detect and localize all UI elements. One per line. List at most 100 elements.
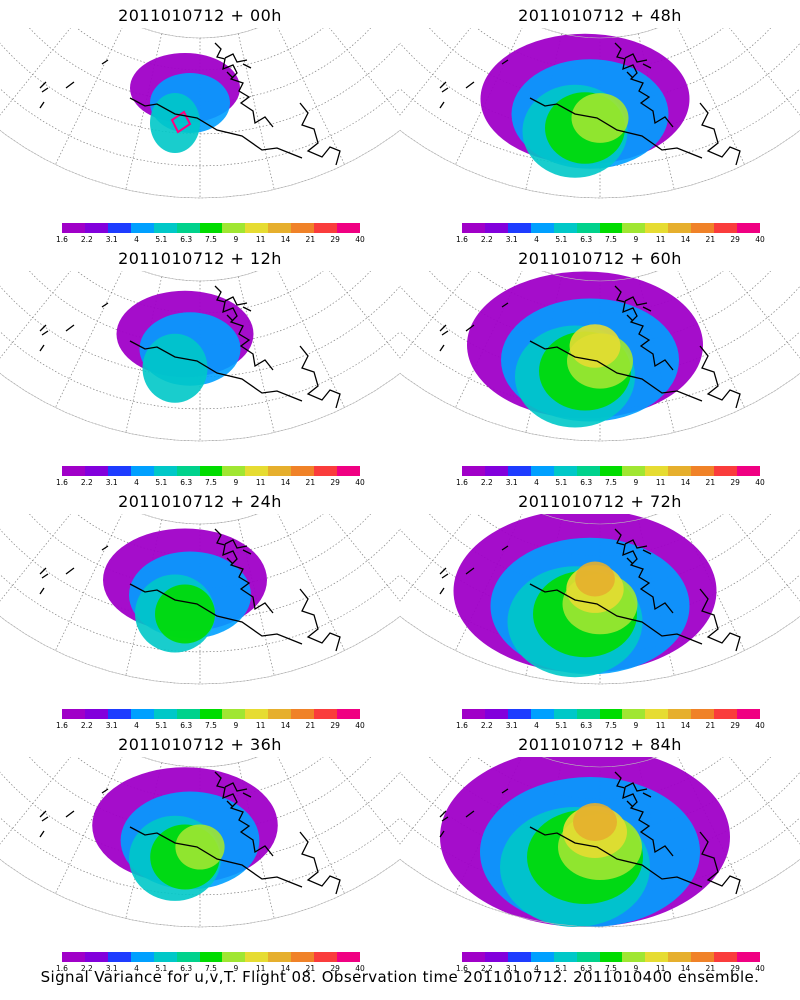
colorbar-tick-label: 21: [705, 478, 716, 487]
colorbar-tick-label: 3.1: [505, 721, 518, 730]
colorbar-tick-label: 7.5: [205, 964, 217, 973]
colorbar-swatch: [199, 223, 223, 233]
colorbar-swatch: [484, 466, 508, 476]
colorbar-labels: 1.6 2.2 3.1 4 5.1 6.3 7.5 9 11 14 21 29 40: [54, 964, 370, 974]
colorbar-tick-label: 2.2: [80, 235, 93, 244]
colorbar-swatch: [62, 709, 85, 719]
colorbar-tick-label: 4: [134, 478, 139, 487]
colorbar-swatch: [622, 709, 646, 719]
colorbar: [462, 466, 760, 476]
colorbar-swatch: [737, 709, 760, 719]
colorbar-tick-label: 1.6: [56, 721, 68, 730]
colorbar-tick-label: 11: [255, 478, 266, 487]
colorbar-swatch: [153, 466, 177, 476]
colorbar-swatch: [553, 466, 577, 476]
colorbar-swatch: [84, 952, 108, 962]
colorbar-tick-label: 6.3: [180, 964, 193, 973]
variance-field: [116, 290, 254, 403]
colorbar-tick-label: 40: [755, 721, 765, 730]
colorbar-tick-label: 9: [633, 721, 639, 730]
forecast-panel: 2011010712 + 12h 1.6 2.2 3.1 4 5.1 6.3 7.5 9 11 14…: [0, 243, 400, 487]
colorbar-tick-label: 1.6: [456, 721, 468, 730]
colorbar-swatch: [314, 952, 338, 962]
colorbar-swatch: [507, 223, 531, 233]
colorbar-tick-label: 5.1: [555, 235, 568, 244]
colorbar-swatch: [337, 709, 360, 719]
colorbar-swatch: [553, 952, 577, 962]
colorbar-swatch: [337, 952, 360, 962]
colorbar-tick-label: 29: [730, 478, 740, 487]
colorbar-tick-label: 40: [355, 235, 365, 244]
colorbar-tick-label: 2.2: [480, 478, 493, 487]
colorbar-swatch: [291, 223, 315, 233]
colorbar-swatch: [222, 223, 246, 233]
colorbar-swatch: [176, 709, 200, 719]
variance-field: [453, 514, 717, 678]
variance-map: [0, 514, 400, 685]
variance-map: [400, 514, 800, 685]
colorbar-swatch: [199, 952, 223, 962]
colorbar-swatch: [291, 466, 315, 476]
colorbar-swatch: [714, 952, 738, 962]
colorbar-swatch: [268, 952, 292, 962]
colorbar-swatch: [199, 709, 223, 719]
colorbar-tick-label: 6.3: [580, 478, 593, 487]
colorbar-labels: 1.6 2.2 3.1 4 5.1 6.3 7.5 9 11 14 21 29 40: [454, 964, 770, 974]
colorbar-tick-label: 1.6: [456, 964, 468, 973]
colorbar-swatch: [462, 466, 485, 476]
colorbar-swatch: [245, 952, 269, 962]
panel-title: 2011010712 + 36h: [118, 735, 282, 754]
colorbar-tick-label: 7.5: [205, 721, 217, 730]
colorbar-swatch: [314, 223, 338, 233]
colorbar-tick-label: 40: [755, 235, 765, 244]
colorbar-swatch: [176, 466, 200, 476]
colorbar-tick-label: 29: [330, 964, 340, 973]
colorbar-tick-label: 29: [730, 721, 740, 730]
colorbar-swatch: [599, 952, 623, 962]
colorbar-tick-label: 4: [134, 721, 139, 730]
colorbar-tick-label: 21: [305, 235, 316, 244]
colorbar-tick-label: 2.2: [80, 721, 93, 730]
coastline: [39, 771, 341, 895]
colorbar-tick-label: 29: [330, 721, 340, 730]
colorbar-tick-label: 5.1: [155, 721, 168, 730]
colorbar-tick-label: 1.6: [56, 235, 68, 244]
colorbar-swatch: [462, 952, 485, 962]
colorbar-tick-label: 14: [680, 964, 691, 973]
colorbar-swatch: [84, 466, 108, 476]
colorbar-tick-label: 5.1: [155, 478, 168, 487]
colorbar-tick-label: 11: [255, 964, 266, 973]
colorbar-swatch: [691, 223, 715, 233]
colorbar-swatch: [576, 223, 600, 233]
colorbar-swatch: [153, 952, 177, 962]
colorbar-swatch: [268, 223, 292, 233]
colorbar-swatch: [645, 952, 669, 962]
forecast-panel: 2011010712 + 24h 1.6 2.2 3.1 4 5.1 6.3 7.5 9 11 14…: [0, 486, 400, 731]
colorbar-labels: 1.6 2.2 3.1 4 5.1 6.3 7.5 9 11 14 21 29 40: [54, 721, 370, 731]
colorbar-labels: 1.6 2.2 3.1 4 5.1 6.3 7.5 9 11 14 21 29 40: [454, 721, 770, 731]
colorbar-swatch: [645, 466, 669, 476]
colorbar-tick-label: 4: [534, 721, 539, 730]
colorbar-swatch: [668, 466, 692, 476]
colorbar-tick-label: 11: [655, 478, 666, 487]
colorbar-tick-label: 14: [280, 235, 291, 244]
colorbar-labels: 1.6 2.2 3.1 4 5.1 6.3 7.5 9 11 14 21 29 40: [54, 235, 370, 245]
colorbar-tick-label: 14: [280, 478, 291, 487]
colorbar-swatch: [714, 223, 738, 233]
colorbar-tick-label: 7.5: [605, 964, 617, 973]
panel-title: 2011010712 + 48h: [518, 6, 682, 25]
colorbar-tick-label: 11: [255, 235, 266, 244]
colorbar-swatch: [62, 466, 85, 476]
panel-title: 2011010712 + 60h: [518, 249, 682, 268]
colorbar-tick-label: 4: [534, 478, 539, 487]
forecast-panel: 2011010712 + 48h 1.6 2.2 3.1 4 5.1 6.3 7.5 9 11 14…: [400, 0, 800, 244]
colorbar-swatch: [599, 223, 623, 233]
colorbar-tick-label: 3.1: [105, 964, 118, 973]
colorbar-tick-label: 7.5: [205, 478, 217, 487]
colorbar-swatch: [222, 466, 246, 476]
colorbar-tick-label: 21: [305, 721, 316, 730]
colorbar: [62, 709, 360, 719]
colorbar-swatch: [222, 709, 246, 719]
colorbar-tick-label: 9: [633, 964, 639, 973]
colorbar-swatch: [314, 709, 338, 719]
